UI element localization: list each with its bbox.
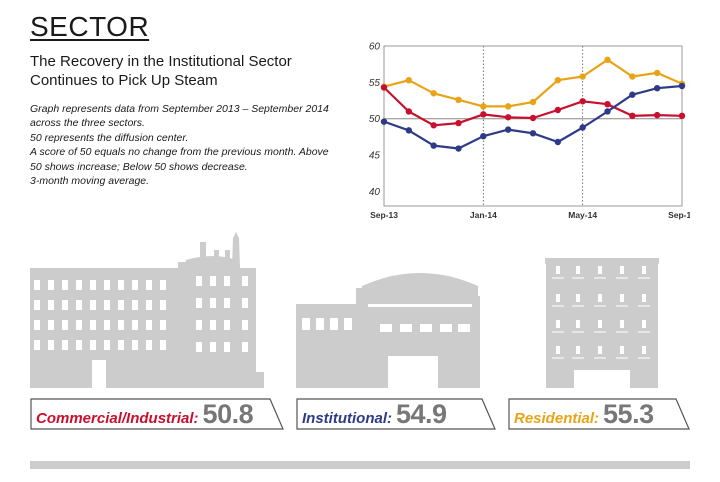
institutional-value: 54.9 xyxy=(396,399,447,429)
description-line: across the three sectors. xyxy=(30,117,145,130)
residential-data-point xyxy=(430,90,437,97)
commercial-data-point xyxy=(430,122,437,129)
institutional-data-point xyxy=(430,142,437,149)
residential-value: 55.3 xyxy=(603,399,654,429)
subtitle-line: Continues to Pick Up Steam xyxy=(30,72,218,89)
x-tick-label: Sep-14 xyxy=(668,210,690,220)
residential-label: Residential: xyxy=(514,410,600,427)
commercial-value: 50.8 xyxy=(202,399,254,429)
commercial-data-point xyxy=(504,114,512,121)
institutional-data-point xyxy=(579,124,586,131)
residential-data-point xyxy=(653,69,661,77)
institutional-data-point xyxy=(629,91,636,98)
commercial-data-point xyxy=(653,111,661,119)
y-tick-label: 60 xyxy=(369,42,381,53)
institutional-data-point xyxy=(529,130,537,137)
commercial-data-point xyxy=(629,112,636,120)
y-tick-label: 55 xyxy=(369,78,381,89)
description-line: 50 shows increase; Below 50 shows decrea… xyxy=(30,160,248,173)
institutional-data-point xyxy=(480,132,487,140)
label-frame xyxy=(296,398,496,430)
residential-data-point xyxy=(579,73,586,80)
y-tick-label: 45 xyxy=(369,151,381,162)
y-tick-label: 40 xyxy=(369,187,381,198)
institutional-data-point xyxy=(455,145,462,152)
footer-bar xyxy=(30,461,690,469)
commercial-data-point xyxy=(579,98,586,105)
institutional-data-point xyxy=(653,84,661,92)
commercial-label: Commercial/Industrial: xyxy=(36,410,199,427)
commercial-data-point xyxy=(554,106,562,114)
residential-data-point xyxy=(604,56,611,64)
description-line: 50 represents the diffusion center. xyxy=(30,131,189,144)
x-tick-label: May-14 xyxy=(568,210,597,220)
subtitle-line: The Recovery in the Institutional Sector xyxy=(30,53,292,70)
commercial-data-point xyxy=(678,112,686,120)
commercial-data-point xyxy=(380,84,388,91)
residential-data-point xyxy=(455,96,462,104)
y-tick-label: 50 xyxy=(369,114,381,125)
description-line: A score of 50 equals no change from the … xyxy=(30,146,329,159)
residential-data-point xyxy=(629,73,636,80)
chart-description: Graph represents data from September 201… xyxy=(30,102,350,188)
institutional-data-point xyxy=(405,127,413,134)
residential-data-point xyxy=(504,103,512,110)
institutional-data-point xyxy=(554,138,562,146)
x-tick-label: Jan-14 xyxy=(470,210,497,220)
institutional-data-point xyxy=(604,108,611,115)
commercial-label-box: Commercial/Industrial: 50.8 xyxy=(30,398,284,430)
institutional-label: Institutional: xyxy=(302,410,392,427)
building-illustrations xyxy=(30,232,659,388)
description-line: 3-month moving average. xyxy=(30,175,150,188)
institutional-data-point xyxy=(380,118,388,125)
institutional-data-point xyxy=(504,126,512,133)
page-subtitle: The Recovery in the Institutional Sector… xyxy=(30,52,330,90)
x-tick-label: Sep-13 xyxy=(370,210,398,220)
commercial-data-point xyxy=(604,100,611,108)
commercial-data-point xyxy=(455,119,462,127)
institutional-label-box: Institutional: 54.9 xyxy=(296,398,496,430)
commercial-data-point xyxy=(405,108,413,115)
residential-data-point xyxy=(554,76,562,84)
commercial-data-point xyxy=(480,111,487,118)
label-frame xyxy=(508,398,690,430)
label-frame xyxy=(30,398,284,430)
page-title: SECTOR xyxy=(30,11,150,42)
residential-label-box: Residential: 55.3 xyxy=(508,398,690,430)
residential-data-point xyxy=(480,103,487,110)
institutional-data-point xyxy=(678,82,686,90)
residential-data-point xyxy=(529,98,537,106)
line-chart: 40 45 50 55 60 Sep-13 Jan-14 May-14 Sep-14 xyxy=(369,42,690,221)
residential-data-point xyxy=(405,76,413,84)
description-line: Graph represents data from September 201… xyxy=(30,103,329,115)
commercial-data-point xyxy=(529,114,537,122)
